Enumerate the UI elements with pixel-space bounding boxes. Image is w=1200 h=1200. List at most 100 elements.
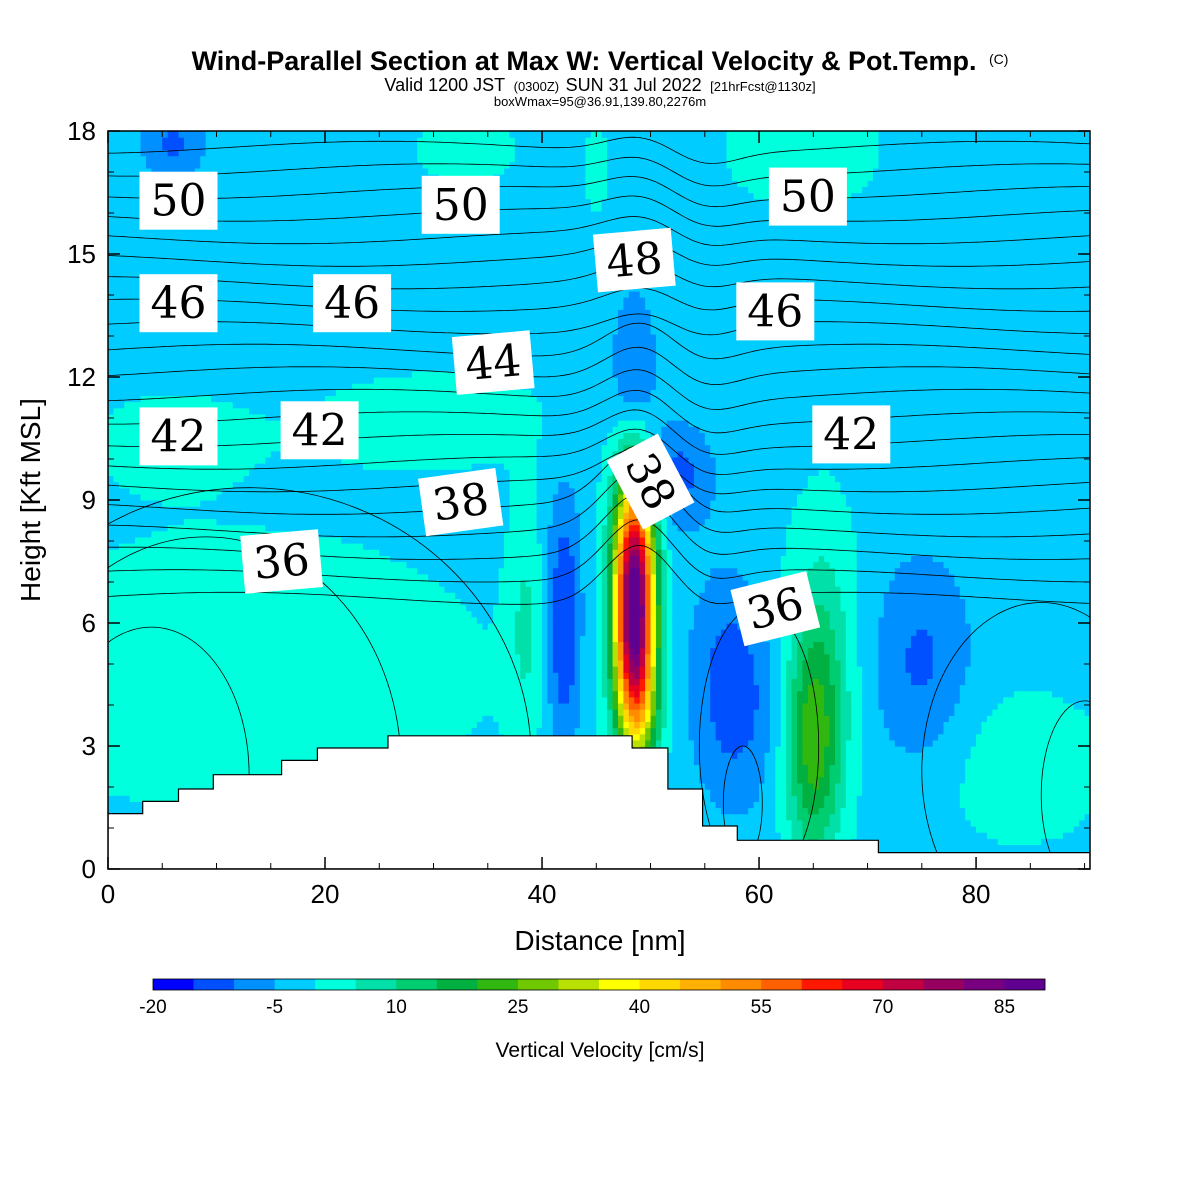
heatmap-cell (319, 370, 326, 378)
heatmap-cell (205, 579, 212, 587)
heatmap-cell (118, 512, 125, 520)
heatmap-cell (232, 333, 239, 341)
heatmap-cell (189, 764, 196, 772)
heatmap-cell (118, 241, 125, 249)
heatmap-cell (314, 149, 321, 157)
heatmap-cell (113, 770, 120, 778)
heatmap-cell (297, 395, 304, 403)
heatmap-cell (243, 629, 250, 636)
heatmap-cell (276, 684, 283, 692)
heatmap-cell (156, 702, 163, 710)
heatmap-cell (281, 272, 288, 280)
heatmap-cell (287, 186, 294, 194)
heatmap-cell (232, 290, 239, 298)
heatmap-cell (303, 506, 310, 513)
heatmap-cell (189, 782, 196, 790)
heatmap-cell (249, 352, 256, 360)
heatmap-cell (287, 702, 294, 710)
heatmap-cell (292, 186, 299, 194)
heatmap-cell (232, 407, 239, 415)
heatmap-cell (297, 690, 304, 698)
heatmap-cell (200, 493, 207, 501)
heatmap-cell (108, 217, 115, 224)
heatmap-cell (124, 807, 131, 815)
heatmap-cell (287, 383, 294, 390)
heatmap-cell (124, 327, 131, 335)
heatmap-cell (140, 715, 147, 722)
heatmap-cell (243, 198, 250, 206)
heatmap-cell (303, 653, 310, 661)
heatmap-cell (135, 561, 142, 569)
heatmap-cell (135, 167, 142, 175)
heatmap-cell (314, 524, 321, 532)
heatmap-cell (227, 659, 234, 667)
heatmap-cell (151, 555, 158, 563)
heatmap-cell (297, 641, 304, 649)
heatmap-cell (108, 131, 115, 138)
heatmap-cell (113, 807, 120, 815)
heatmap-cell (281, 161, 288, 169)
heatmap-cell (314, 733, 321, 741)
heatmap-cell (113, 217, 120, 224)
heatmap-cell (129, 377, 136, 384)
heatmap-cell (276, 241, 283, 249)
heatmap-cell (135, 629, 142, 636)
heatmap-cell (259, 739, 266, 747)
heatmap-cell (108, 592, 115, 599)
heatmap-cell (183, 463, 190, 470)
heatmap-cell (314, 254, 321, 261)
heatmap-cell (211, 746, 218, 753)
heatmap-cell (173, 352, 180, 360)
heatmap-cell (113, 635, 120, 643)
heatmap-cell (140, 512, 147, 520)
heatmap-cell (287, 235, 294, 243)
heatmap-cell (238, 690, 245, 698)
heatmap-cell (156, 795, 163, 802)
heatmap-cell (297, 383, 304, 390)
heatmap-cell (173, 795, 180, 802)
heatmap-cell (243, 413, 250, 421)
heatmap-cell (162, 229, 169, 237)
heatmap-cell (227, 210, 234, 218)
heatmap-cell (216, 352, 223, 360)
heatmap-cell (205, 782, 212, 790)
heatmap-cell (221, 635, 228, 643)
heatmap-cell (276, 690, 283, 698)
heatmap-cell (151, 530, 158, 538)
heatmap-cell (238, 407, 245, 415)
heatmap-cell (167, 401, 174, 409)
heatmap-cell (211, 235, 218, 243)
heatmap-cell (292, 500, 299, 507)
heatmap-cell (259, 610, 266, 618)
heatmap-cell (238, 530, 245, 538)
heatmap-cell (249, 131, 256, 138)
heatmap-cell (162, 536, 169, 544)
heatmap-cell (281, 524, 288, 532)
heatmap-cell (162, 401, 169, 409)
heatmap-cell (124, 586, 131, 593)
heatmap-cell (232, 555, 239, 563)
heatmap-cell (200, 247, 207, 255)
heatmap-cell (221, 659, 228, 667)
heatmap-cell (124, 463, 131, 470)
heatmap-cell (135, 297, 142, 304)
heatmap-cell (221, 536, 228, 544)
heatmap-cell (303, 481, 310, 489)
heatmap-cell (297, 659, 304, 667)
heatmap-cell (205, 167, 212, 175)
heatmap-cell (325, 260, 332, 267)
heatmap-cell (216, 241, 223, 249)
heatmap-cell (118, 487, 125, 495)
heatmap-cell (265, 727, 272, 735)
heatmap-cell (325, 155, 332, 163)
heatmap-cell (145, 260, 153, 267)
heatmap-cell (156, 481, 163, 489)
heatmap-cell (221, 254, 228, 261)
heatmap-cell (287, 192, 294, 200)
heatmap-cell (156, 610, 163, 618)
heatmap-cell (189, 776, 196, 784)
heatmap-cell (281, 210, 288, 218)
heatmap-cell (151, 383, 158, 390)
heatmap-cell (183, 512, 190, 520)
heatmap-cell (259, 235, 266, 243)
